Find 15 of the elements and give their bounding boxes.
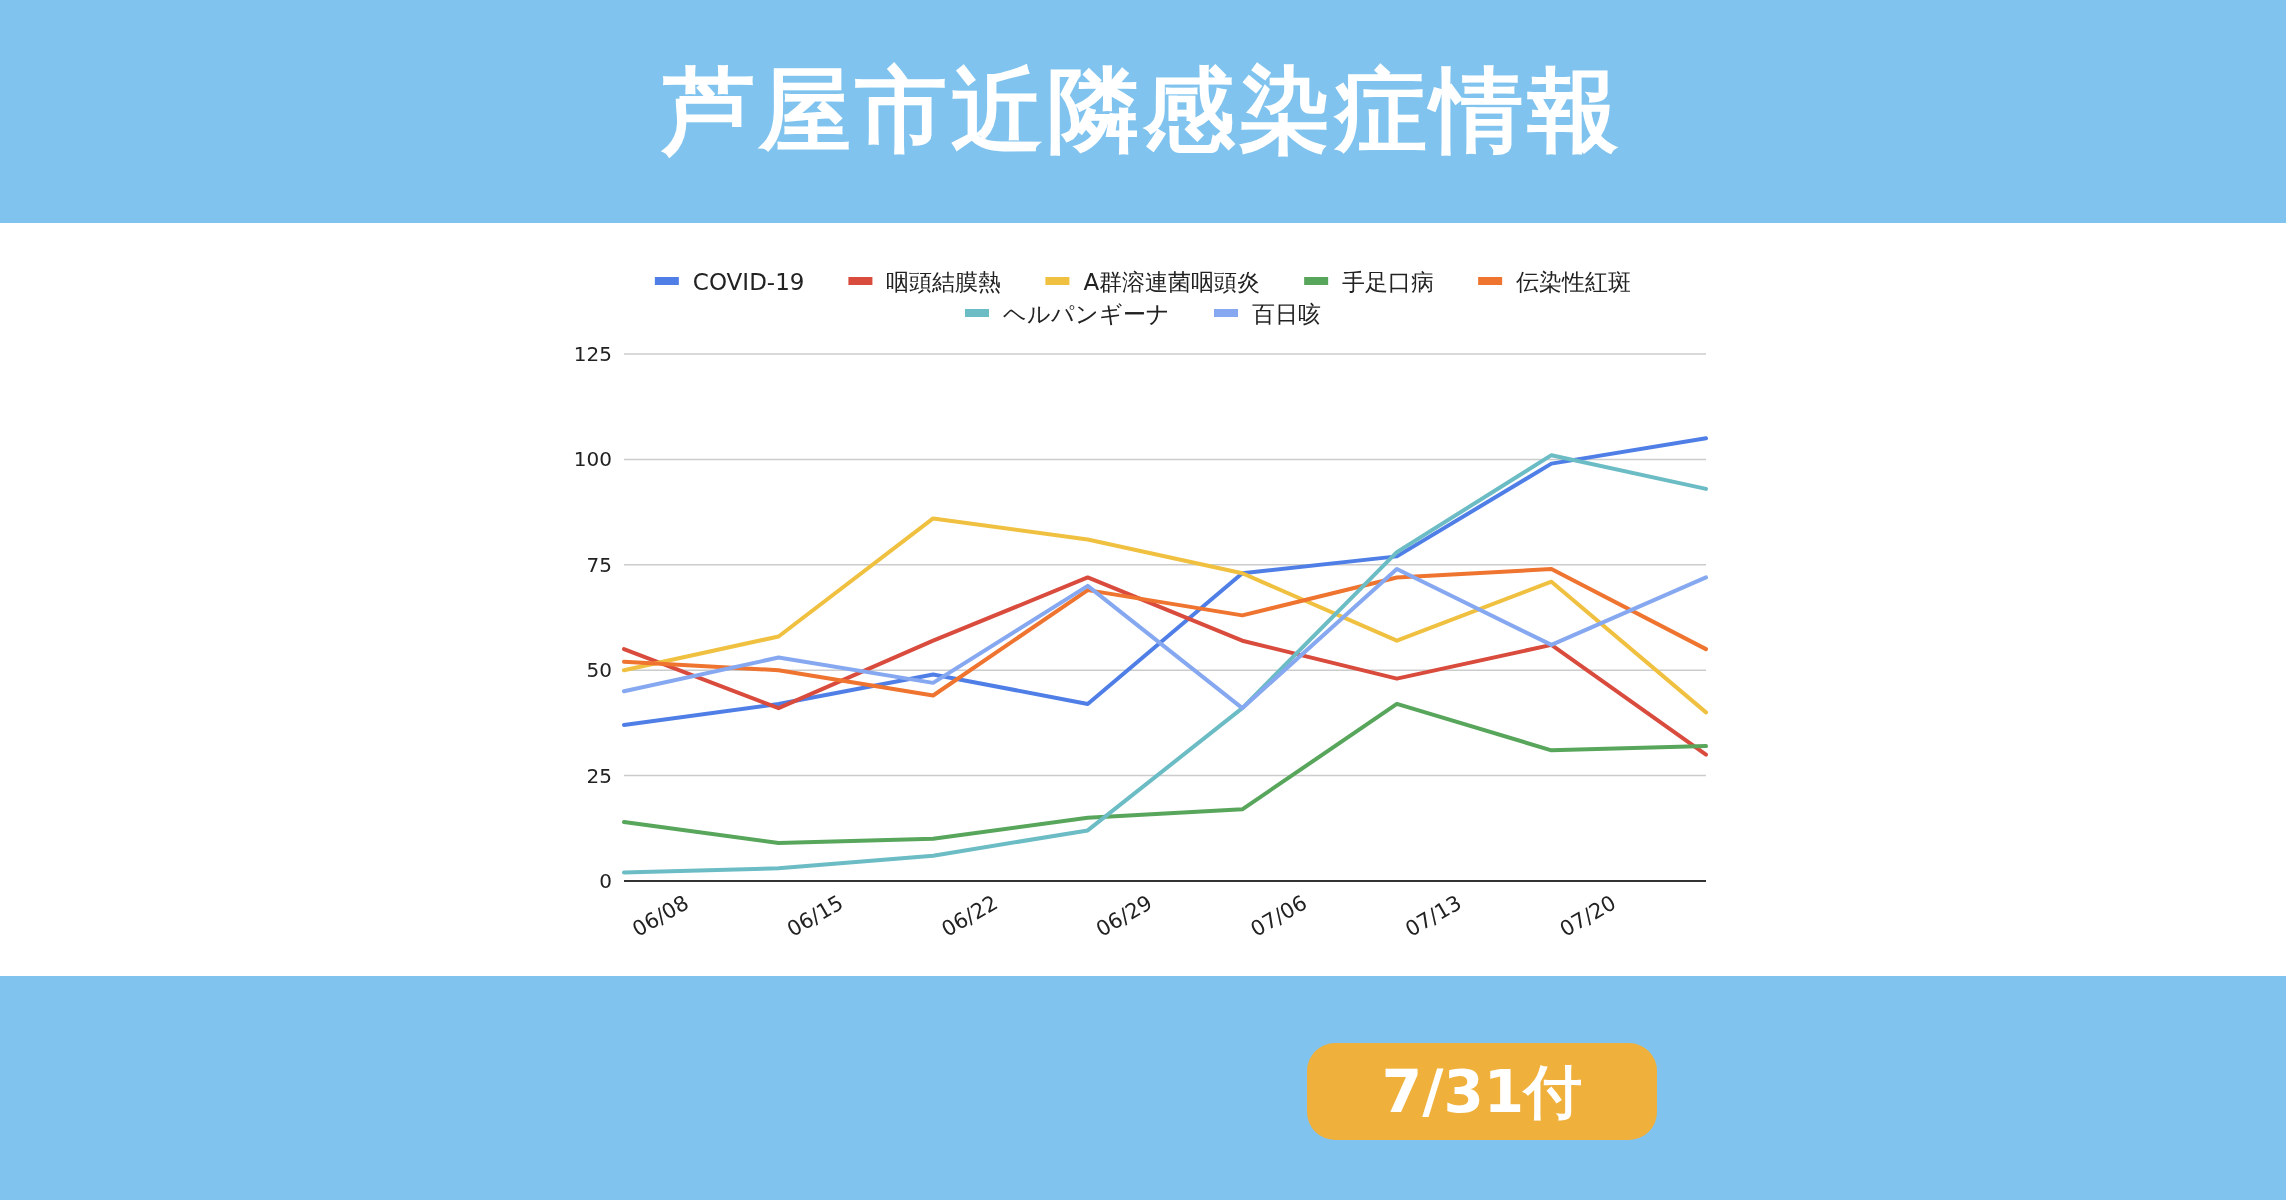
legend-label: 手足口病 [1342, 268, 1435, 295]
y-tick-label: 25 [586, 763, 612, 788]
legend-label: 百日咳 [1252, 300, 1321, 327]
chart-title: 芦屋市近隣感染症情報 [660, 57, 1623, 164]
y-tick-label: 100 [573, 447, 612, 472]
y-tick-label: 75 [586, 552, 612, 577]
badge: 7/31付 [1307, 1043, 1657, 1140]
y-tick-label: 50 [586, 658, 612, 683]
legend-label: ヘルパンギーナ [1003, 300, 1170, 327]
y-tick-label: 125 [573, 342, 612, 366]
legend-label: 伝染性紅斑 [1516, 268, 1632, 295]
legend-label: COVID-19 [692, 268, 805, 295]
legend-label: 咽頭結膜熱 [886, 268, 1002, 295]
legend-label: A群溶連菌咽頭炎 [1083, 268, 1261, 295]
y-tick-label: 0 [599, 869, 612, 893]
